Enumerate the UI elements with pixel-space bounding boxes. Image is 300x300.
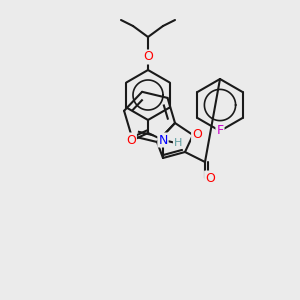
Text: O: O	[192, 128, 202, 142]
Text: F: F	[216, 124, 224, 137]
Text: O: O	[143, 50, 153, 64]
Text: O: O	[205, 172, 215, 184]
Text: H: H	[174, 138, 182, 148]
Text: O: O	[126, 134, 136, 146]
Text: N: N	[158, 134, 168, 146]
